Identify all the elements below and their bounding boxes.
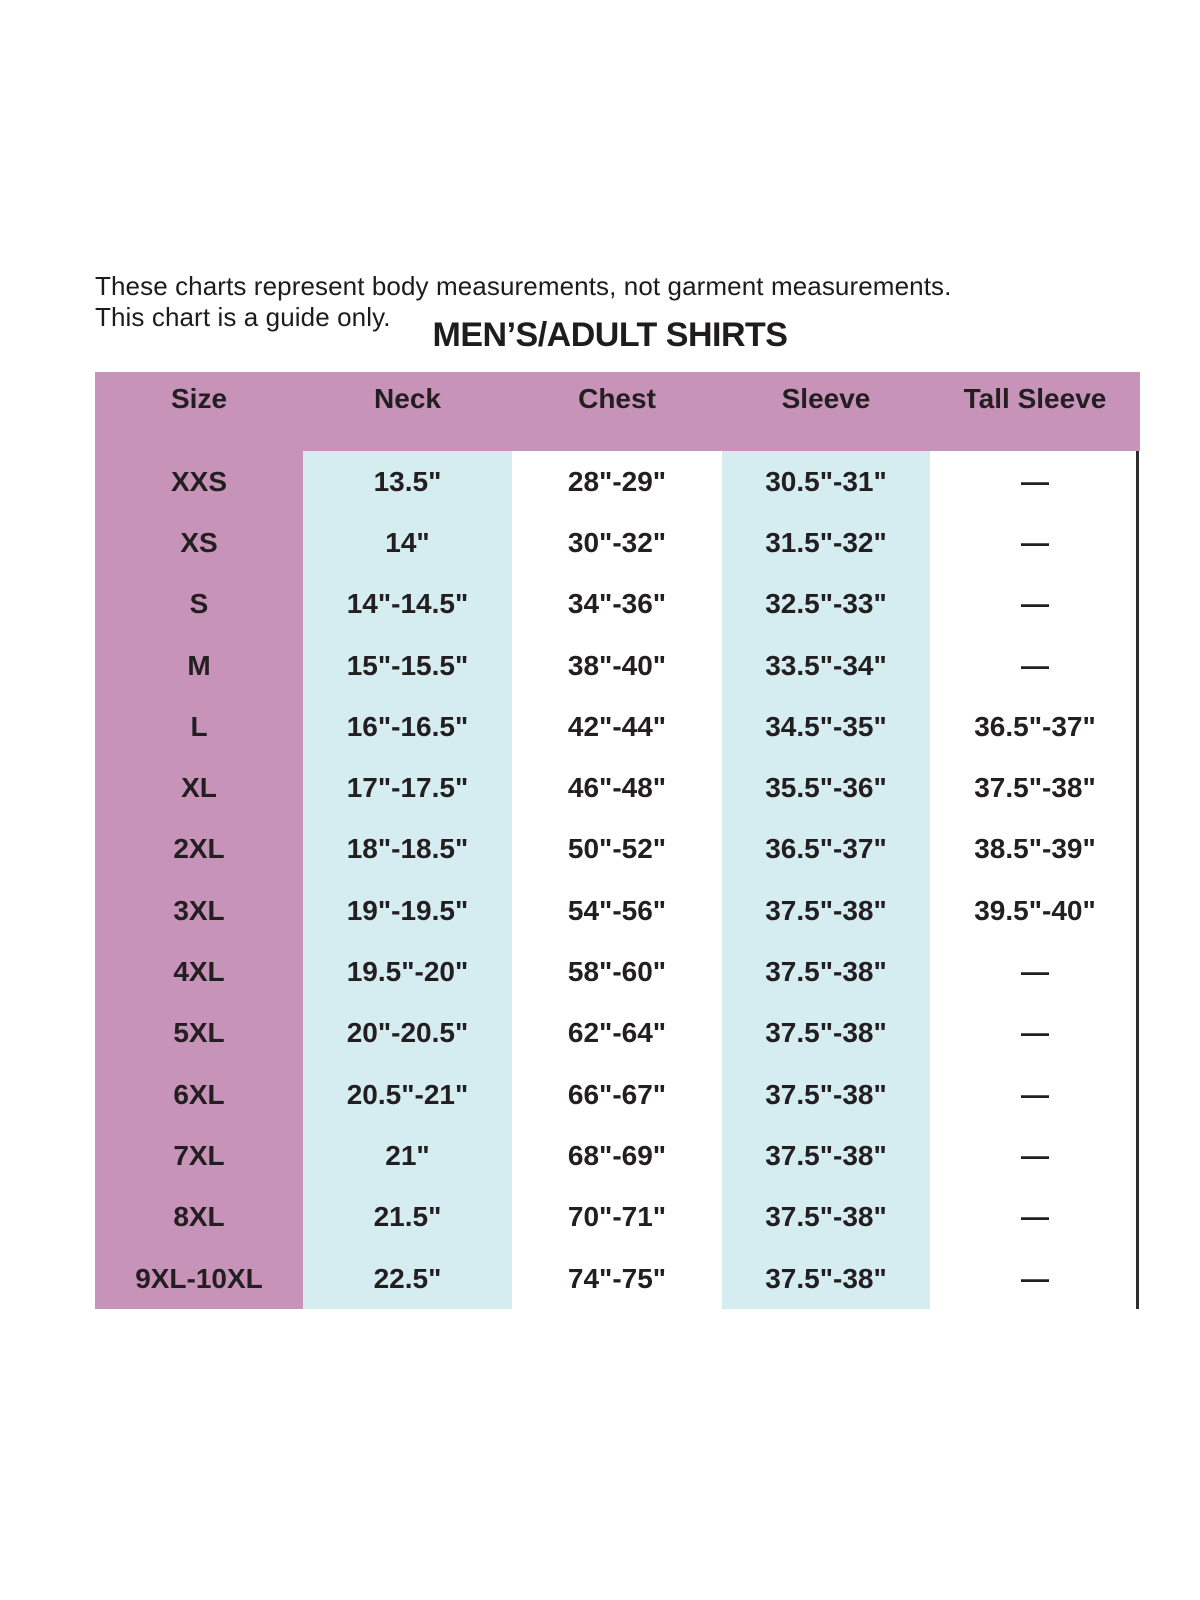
table-row: 3XL 19"-19.5" 54"-56" 37.5"-38" 39.5"-40" (95, 880, 1140, 942)
cell-neck: 15"-15.5" (303, 634, 512, 697)
table-row: XXS 13.5" 28"-29" 30.5"-31" — (95, 451, 1140, 513)
table-row: 7XL 21" 68"-69" 37.5"-38" — (95, 1125, 1140, 1187)
intro-text-line-1: These charts represent body measurements… (95, 271, 952, 301)
cell-neck: 18"-18.5" (303, 818, 512, 881)
cell-sleeve: 37.5"-38" (722, 1002, 930, 1064)
cell-size: 9XL-10XL (95, 1247, 303, 1310)
table-row: XS 14" 30"-32" 31.5"-32" — (95, 512, 1140, 574)
column-header-sleeve: Sleeve (781, 383, 871, 414)
cell-sleeve: 37.5"-38" (722, 941, 930, 1003)
cell-sleeve: 37.5"-38" (722, 1063, 930, 1126)
cell-chest: 38"-40" (567, 649, 667, 681)
table-row: 2XL 18"-18.5" 50"-52" 36.5"-37" 38.5"-39" (95, 818, 1140, 881)
cell-tall-sleeve: — (1021, 588, 1049, 620)
table-row: L 16"-16.5" 42"-44" 34.5"-35" 36.5"-37" (95, 696, 1140, 758)
cell-size: 8XL (95, 1186, 303, 1248)
cell-size: 5XL (95, 1002, 303, 1064)
cell-size: XL (95, 757, 303, 819)
cell-tall-sleeve: — (1021, 1078, 1049, 1110)
cell-chest: 34"-36" (567, 588, 667, 620)
cell-chest: 30"-32" (567, 526, 667, 558)
table-row: M 15"-15.5" 38"-40" 33.5"-34" — (95, 634, 1140, 697)
cell-size: M (95, 634, 303, 697)
cell-tall-sleeve: 38.5"-39" (974, 833, 1096, 865)
cell-sleeve: 34.5"-35" (722, 696, 930, 758)
cell-size: 4XL (95, 941, 303, 1003)
cell-tall-sleeve: — (1021, 1201, 1049, 1233)
cell-neck: 13.5" (303, 451, 512, 513)
cell-tall-sleeve: 39.5"-40" (974, 894, 1096, 926)
cell-chest: 46"-48" (567, 772, 667, 804)
cell-tall-sleeve: 37.5"-38" (974, 772, 1096, 804)
cell-sleeve: 32.5"-33" (722, 573, 930, 635)
cell-neck: 21.5" (303, 1186, 512, 1248)
table-body: XXS 13.5" 28"-29" 30.5"-31" — XS 14" 30"-32" 31.… (95, 451, 1140, 1310)
cell-chest: 70"-71" (567, 1201, 667, 1233)
column-header-neck: Neck (374, 383, 441, 414)
cell-neck: 14" (303, 512, 512, 574)
cell-chest: 58"-60" (567, 956, 667, 988)
cell-size: L (95, 696, 303, 758)
cell-sleeve: 31.5"-32" (722, 512, 930, 574)
cell-chest: 66"-67" (567, 1078, 667, 1110)
cell-neck: 16"-16.5" (303, 696, 512, 758)
cell-tall-sleeve: — (1021, 1017, 1049, 1049)
intro-text: These charts represent body measurements… (95, 271, 951, 333)
table-row: 8XL 21.5" 70"-71" 37.5"-38" — (95, 1186, 1140, 1248)
cell-sleeve: 37.5"-38" (722, 1186, 930, 1248)
cell-chest: 62"-64" (567, 1017, 667, 1049)
cell-size: S (95, 573, 303, 635)
cell-size: 7XL (95, 1125, 303, 1187)
cell-size: 3XL (95, 880, 303, 942)
cell-sleeve: 36.5"-37" (722, 818, 930, 881)
cell-sleeve: 33.5"-34" (722, 634, 930, 697)
cell-size: XXS (95, 451, 303, 513)
table-row: 4XL 19.5"-20" 58"-60" 37.5"-38" — (95, 941, 1140, 1003)
intro-text-line-2: This chart is a guide only. (95, 302, 391, 332)
cell-neck: 20"-20.5" (303, 1002, 512, 1064)
cell-tall-sleeve: 36.5"-37" (974, 710, 1096, 742)
cell-neck: 22.5" (303, 1247, 512, 1310)
table-row: 5XL 20"-20.5" 62"-64" 37.5"-38" — (95, 1002, 1140, 1064)
cell-size: 2XL (95, 818, 303, 881)
cell-sleeve: 37.5"-38" (722, 1247, 930, 1310)
table-row: S 14"-14.5" 34"-36" 32.5"-33" — (95, 573, 1140, 635)
table-header-row: Size Neck Chest Sleeve Tall Sleeve (95, 372, 1140, 451)
column-header-tall-sleeve: Tall Sleeve (963, 383, 1107, 414)
cell-neck: 19.5"-20" (303, 941, 512, 1003)
table-row: 9XL-10XL 22.5" 74"-75" 37.5"-38" — (95, 1247, 1140, 1310)
cell-tall-sleeve: — (1021, 526, 1049, 558)
cell-neck: 19"-19.5" (303, 880, 512, 942)
cell-sleeve: 30.5"-31" (722, 451, 930, 513)
cell-chest: 54"-56" (567, 894, 667, 926)
column-header-size: Size (170, 383, 228, 414)
cell-size: XS (95, 512, 303, 574)
cell-chest: 74"-75" (567, 1262, 667, 1294)
page-title: MEN’S/ADULT SHIRTS (432, 316, 788, 354)
cell-tall-sleeve: — (1021, 956, 1049, 988)
cell-neck: 20.5"-21" (303, 1063, 512, 1126)
cell-neck: 14"-14.5" (303, 573, 512, 635)
cell-neck: 21" (303, 1125, 512, 1187)
cell-chest: 68"-69" (567, 1139, 667, 1171)
cell-chest: 28"-29" (567, 465, 667, 497)
cell-tall-sleeve: — (1021, 1139, 1049, 1171)
cell-tall-sleeve: — (1021, 649, 1049, 681)
cell-sleeve: 37.5"-38" (722, 1125, 930, 1187)
cell-sleeve: 37.5"-38" (722, 880, 930, 942)
cell-size: 6XL (95, 1063, 303, 1126)
table-right-border (1136, 451, 1139, 1309)
cell-neck: 17"-17.5" (303, 757, 512, 819)
cell-tall-sleeve: — (1021, 465, 1049, 497)
cell-chest: 50"-52" (567, 833, 667, 865)
table-row: XL 17"-17.5" 46"-48" 35.5"-36" 37.5"-38" (95, 757, 1140, 819)
size-chart-table: Size Neck Chest Sleeve Tall Sleeve XXS 13… (95, 372, 1140, 1310)
cell-tall-sleeve: — (1021, 1262, 1049, 1294)
column-header-chest: Chest (578, 383, 656, 414)
cell-chest: 42"-44" (567, 710, 667, 742)
cell-sleeve: 35.5"-36" (722, 757, 930, 819)
table-row: 6XL 20.5"-21" 66"-67" 37.5"-38" — (95, 1063, 1140, 1126)
